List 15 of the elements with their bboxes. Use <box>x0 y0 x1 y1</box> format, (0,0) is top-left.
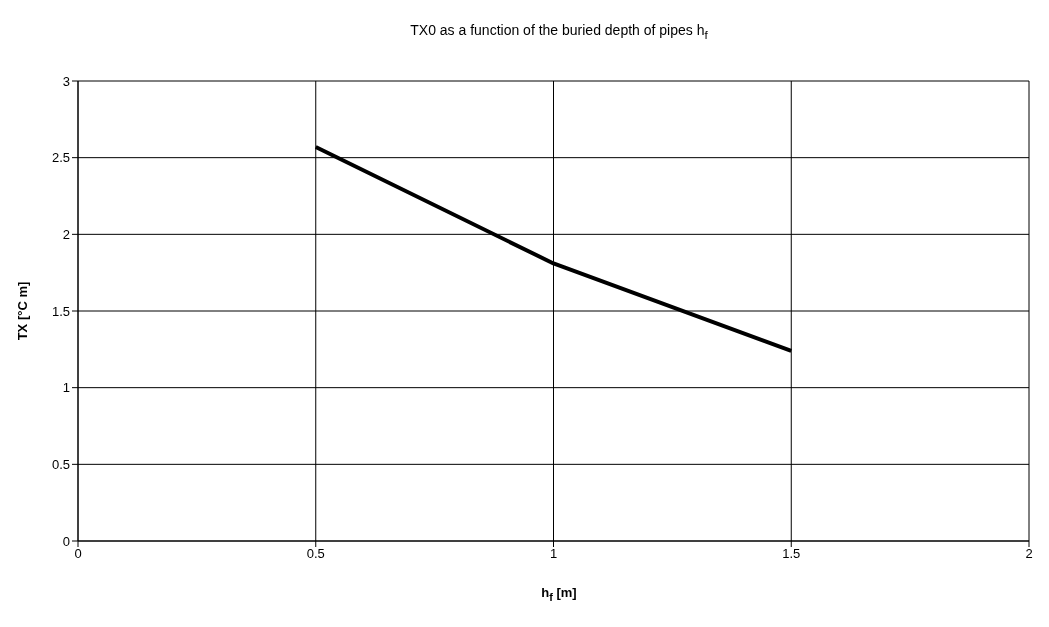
x-tick-label: 1.5 <box>782 546 801 562</box>
x-tick-label: 1 <box>549 546 558 562</box>
y-tick-label: 0 <box>62 533 70 549</box>
y-tick-label: 1.5 <box>51 303 70 319</box>
y-tick-label: 1 <box>62 380 70 396</box>
y-tick-label: 2.5 <box>51 150 70 166</box>
x-tick-label: 0.5 <box>306 546 325 562</box>
x-tick-label: 0 <box>74 546 82 562</box>
y-axis-title: TX [°C m] <box>14 281 30 341</box>
chart-title: TX0 as a function of the buried depth of pipes h$_{f}$ <box>409 22 709 41</box>
x-tick-label: 2 <box>1025 546 1033 562</box>
y-tick-label: 2 <box>62 226 70 242</box>
y-tick-label: 3 <box>62 73 70 89</box>
y-tick-label: 0.5 <box>51 456 70 472</box>
x-axis-title: h$_{f}$ [m] <box>540 585 578 603</box>
